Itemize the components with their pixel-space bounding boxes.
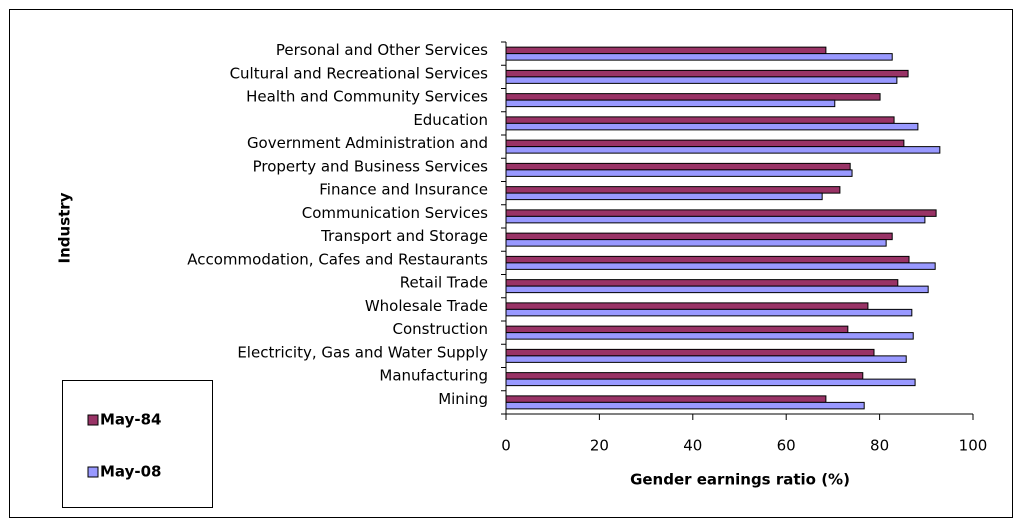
y-tick-label: Transport and Storage: [320, 227, 488, 245]
y-tick-label: Property and Business Services: [253, 157, 489, 175]
bar: [505, 285, 929, 294]
x-tick-label: 0: [501, 437, 511, 455]
x-tick-label: 20: [590, 437, 609, 455]
y-tick-label: Education: [413, 111, 488, 129]
bar: [505, 116, 895, 124]
bar: [505, 308, 913, 317]
bar: [505, 162, 851, 171]
y-tick-label: Mining: [438, 390, 488, 408]
x-tick-label: 80: [870, 437, 889, 455]
legend-label: May-08: [100, 463, 161, 481]
bar: [505, 209, 937, 217]
bar: [505, 46, 827, 55]
bar: [505, 348, 875, 357]
bar: [505, 146, 941, 154]
y-tick-label: Cultural and Recreational Services: [230, 64, 489, 82]
bar: [505, 215, 926, 224]
bar: [505, 239, 887, 247]
y-tick-label: Finance and Insurance: [319, 181, 488, 199]
y-tick-label: Government Administration and: [247, 134, 488, 152]
bar: [505, 93, 881, 101]
y-tick-label: Health and Community Services: [246, 88, 488, 106]
x-tick-label: 100: [959, 437, 988, 455]
bar: [505, 192, 823, 201]
bar: [505, 139, 905, 148]
bar: [505, 53, 893, 61]
bar: [505, 332, 914, 340]
bar: [505, 279, 899, 287]
bar: [505, 99, 836, 108]
bar: [505, 302, 869, 310]
legend-label: May-84: [100, 411, 161, 429]
bar: [505, 169, 853, 177]
bar: [505, 255, 910, 264]
bar: [505, 122, 919, 131]
y-tick-label: Personal and Other Services: [276, 41, 488, 59]
y-tick-label: Wholesale Trade: [365, 297, 488, 315]
y-tick-label: Accommodation, Cafes and Restaurants: [187, 250, 488, 268]
y-tick-label: Communication Services: [302, 204, 488, 222]
bar: [505, 262, 936, 270]
bar: [505, 378, 916, 387]
x-tick-label: 40: [683, 437, 702, 455]
bar: [505, 186, 841, 194]
bar: [505, 232, 893, 241]
bar: [505, 69, 909, 78]
y-tick-label: Manufacturing: [379, 367, 488, 385]
bar: [505, 372, 864, 380]
bar: [505, 395, 827, 403]
y-axis-title: Industry: [56, 192, 74, 263]
bar: [505, 355, 907, 363]
bar: [505, 76, 898, 84]
y-tick-label: Electricity, Gas and Water Supply: [237, 343, 488, 361]
x-axis-title: Gender earnings ratio (%): [630, 471, 850, 489]
legend-swatch: [87, 466, 99, 478]
x-tick-label: 60: [777, 437, 796, 455]
bar: [505, 401, 865, 410]
legend-swatch: [87, 414, 99, 426]
y-tick-label: Construction: [392, 320, 488, 338]
bar: [505, 325, 849, 334]
legend-box: [62, 380, 213, 508]
y-tick-label: Retail Trade: [400, 274, 488, 292]
